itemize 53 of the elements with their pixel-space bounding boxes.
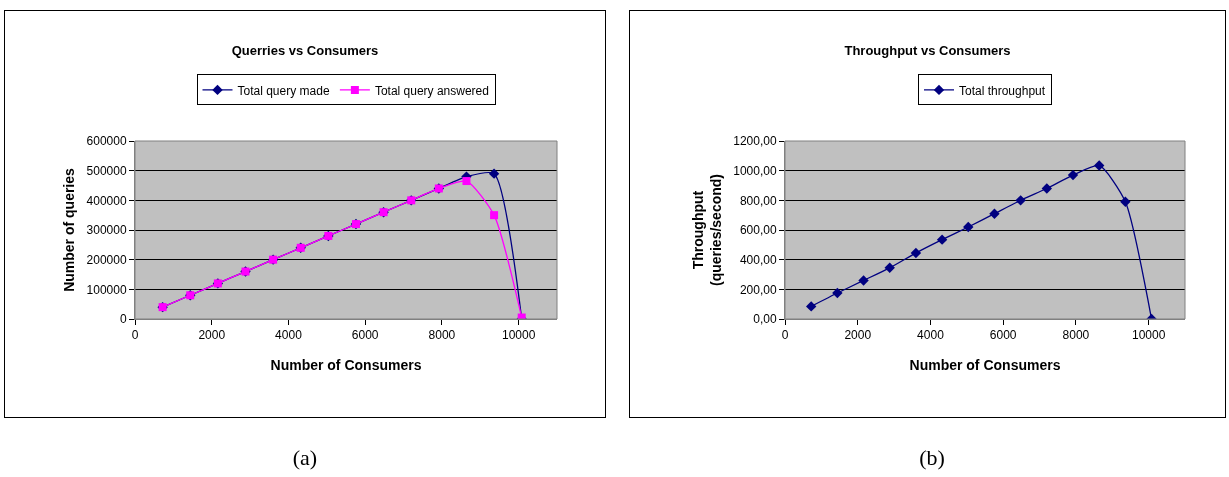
x-tick-label: 2000 bbox=[198, 328, 226, 343]
point bbox=[910, 247, 922, 259]
point bbox=[989, 208, 1000, 219]
y-axis-title: Number of queries bbox=[61, 167, 78, 292]
y-tick-label: 800,00 bbox=[739, 193, 777, 208]
point bbox=[884, 262, 895, 274]
x-tick-label: 0 bbox=[781, 328, 789, 343]
point bbox=[1015, 195, 1026, 206]
x-tick-label: 10000 bbox=[501, 328, 536, 343]
x-tick-label: 0 bbox=[131, 328, 139, 343]
y-tick-label: 0 bbox=[119, 312, 127, 327]
y-tick-label: 1000,00 bbox=[733, 163, 777, 178]
point bbox=[832, 287, 843, 299]
x-tick-label: 2000 bbox=[844, 328, 872, 343]
x-tick-label: 8000 bbox=[428, 328, 456, 343]
x-tick-label: 4000 bbox=[275, 328, 303, 343]
x-tick-label: 8000 bbox=[1062, 328, 1090, 343]
point bbox=[858, 275, 869, 286]
x-axis-title: Number of Consumers bbox=[909, 356, 1061, 373]
x-tick-label: 6000 bbox=[989, 328, 1017, 343]
x-tick-label: 10000 bbox=[1131, 328, 1166, 343]
y-tick-label: 100000 bbox=[86, 282, 127, 297]
point bbox=[1093, 160, 1105, 171]
y-tick-label: 600000 bbox=[86, 134, 127, 149]
y-tick-label: 200,00 bbox=[739, 282, 777, 297]
x-tick-label: 6000 bbox=[351, 328, 379, 343]
y-tick-label: 0,00 bbox=[753, 312, 777, 327]
y-tick-label: 600,00 bbox=[739, 223, 777, 238]
point bbox=[1041, 183, 1053, 194]
text: (b) bbox=[918, 445, 946, 471]
point bbox=[936, 234, 948, 245]
point bbox=[1067, 169, 1079, 181]
y-tick-label: 500000 bbox=[86, 163, 127, 178]
y-tick-label: 300000 bbox=[86, 223, 127, 238]
point bbox=[462, 177, 471, 186]
x-axis-title: Number of Consumers bbox=[270, 356, 422, 373]
chart-title: Throughput vs Consumers bbox=[844, 42, 1011, 58]
point bbox=[488, 168, 500, 179]
x-tick-label: 4000 bbox=[917, 328, 945, 343]
legend-label: Total query answered bbox=[374, 83, 489, 98]
y-tick-label: 200000 bbox=[86, 252, 127, 267]
y-tick-label: 400000 bbox=[86, 193, 127, 208]
point bbox=[963, 221, 974, 233]
point bbox=[490, 211, 499, 220]
y-axis-title: Throughput (queries/second) bbox=[689, 173, 724, 287]
y-tick-label: 1200,00 bbox=[733, 134, 777, 149]
point bbox=[1120, 196, 1131, 208]
legend-label: Total query made bbox=[237, 83, 330, 98]
chart-title: Querries vs Consumers bbox=[231, 42, 379, 58]
legend-label: Total throughput bbox=[959, 83, 1046, 98]
y-tick-label: 400,00 bbox=[739, 252, 777, 267]
text: (a) bbox=[291, 445, 319, 471]
point bbox=[805, 301, 817, 312]
